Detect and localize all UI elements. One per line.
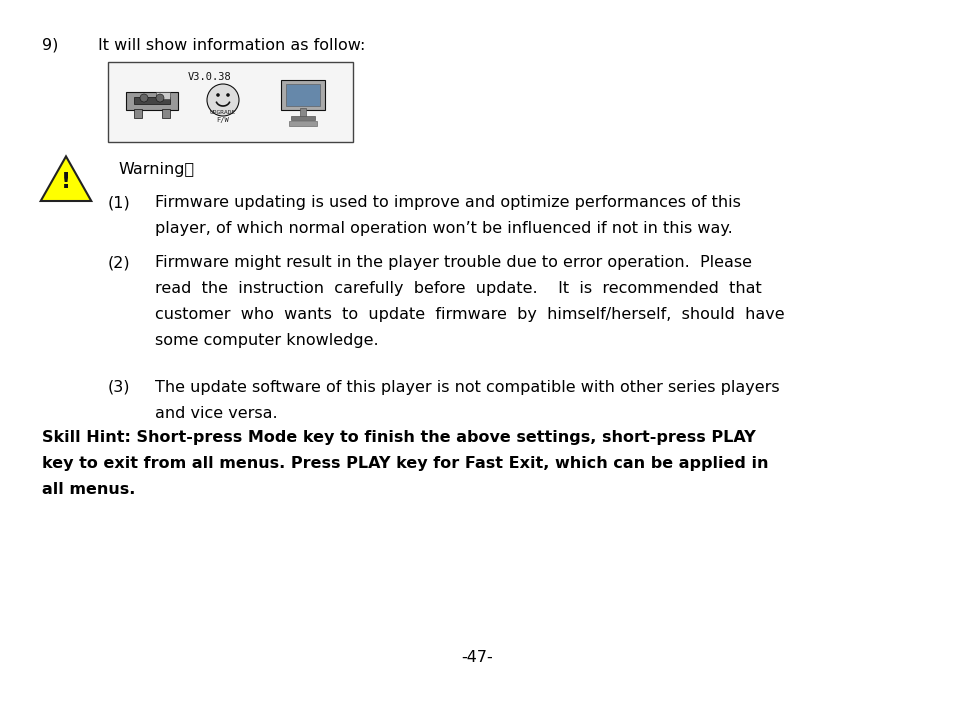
Text: key to exit from all menus. Press PLAY key for Fast Exit, which can be applied i: key to exit from all menus. Press PLAY k… <box>42 456 768 471</box>
FancyBboxPatch shape <box>291 116 314 120</box>
FancyBboxPatch shape <box>281 80 325 110</box>
FancyBboxPatch shape <box>133 97 170 104</box>
Text: -47-: -47- <box>460 650 493 665</box>
FancyBboxPatch shape <box>286 84 319 106</box>
Text: player, of which normal operation won’t be influenced if not in this way.: player, of which normal operation won’t … <box>154 221 732 236</box>
Circle shape <box>140 94 148 102</box>
FancyBboxPatch shape <box>156 92 170 99</box>
Text: !: ! <box>61 172 71 192</box>
Polygon shape <box>41 157 91 201</box>
FancyBboxPatch shape <box>108 62 353 142</box>
Circle shape <box>216 93 219 97</box>
Text: (2): (2) <box>108 255 131 270</box>
Circle shape <box>156 94 164 102</box>
Text: Skill Hint: Short-press Mode key to finish the above settings, short-press PLAY: Skill Hint: Short-press Mode key to fini… <box>42 430 755 445</box>
Text: Firmware updating is used to improve and optimize performances of this: Firmware updating is used to improve and… <box>154 195 740 210</box>
Text: F/W: F/W <box>216 117 229 123</box>
Circle shape <box>207 84 239 116</box>
Text: UPGRADE: UPGRADE <box>210 110 236 115</box>
FancyBboxPatch shape <box>126 92 178 110</box>
FancyBboxPatch shape <box>299 108 306 118</box>
Text: customer  who  wants  to  update  firmware  by  himself/herself,  should  have: customer who wants to update firmware by… <box>154 307 783 322</box>
Text: some computer knowledge.: some computer knowledge. <box>154 333 378 348</box>
Text: all menus.: all menus. <box>42 482 135 497</box>
Text: It will show information as follow:: It will show information as follow: <box>98 38 365 53</box>
Text: V3.0.38: V3.0.38 <box>188 72 232 82</box>
Text: (3): (3) <box>108 380 131 395</box>
Text: The update software of this player is not compatible with other series players: The update software of this player is no… <box>154 380 779 395</box>
Text: Warning：: Warning： <box>118 162 193 177</box>
Text: 9): 9) <box>42 38 58 53</box>
Text: and vice versa.: and vice versa. <box>154 406 277 421</box>
Text: (1): (1) <box>108 195 131 210</box>
FancyBboxPatch shape <box>162 109 170 118</box>
Circle shape <box>226 93 230 97</box>
FancyBboxPatch shape <box>289 121 316 126</box>
FancyBboxPatch shape <box>133 109 142 118</box>
Text: read  the  instruction  carefully  before  update.    It  is  recommended  that: read the instruction carefully before up… <box>154 281 760 296</box>
Text: Firmware might result in the player trouble due to error operation.  Please: Firmware might result in the player trou… <box>154 255 751 270</box>
